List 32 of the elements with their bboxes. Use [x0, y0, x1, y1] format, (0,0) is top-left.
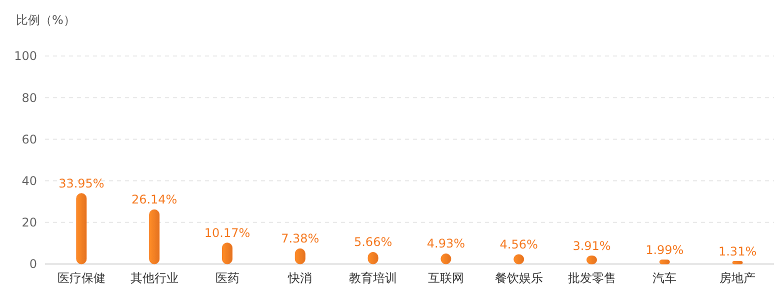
bar	[732, 261, 743, 264]
x-tick-label: 其他行业	[130, 271, 178, 285]
bar	[222, 242, 232, 264]
x-tick-label: 教育培训	[349, 271, 398, 285]
x-tick-label: 医疗保健	[57, 271, 106, 285]
x-tick-label: 医药	[215, 271, 240, 285]
x-tick-label: 房地产	[720, 271, 756, 285]
y-tick-label: 100	[14, 49, 37, 64]
data-label: 5.66%	[354, 235, 392, 250]
data-label: 4.56%	[500, 238, 538, 252]
x-tick-label: 快消	[287, 271, 312, 285]
y-tick-label: 20	[22, 216, 37, 230]
bar	[149, 209, 160, 264]
x-tick-label: 互联网	[428, 271, 464, 285]
x-tick-label: 汽车	[652, 271, 677, 285]
x-tick-label: 餐饮娱乐	[494, 271, 543, 285]
data-label: 10.17%	[204, 226, 250, 240]
y-tick-label: 0	[29, 257, 37, 272]
y-tick-label: 40	[22, 174, 37, 188]
data-label: 33.95%	[58, 176, 104, 190]
data-label: 26.14%	[131, 192, 178, 207]
data-label: 3.91%	[572, 238, 611, 253]
y-tick-label: 80	[22, 90, 37, 105]
data-label: 7.38%	[281, 232, 320, 246]
bar	[76, 193, 87, 264]
y-axis-title: 比例（%）	[16, 13, 76, 27]
data-label: 4.93%	[426, 236, 466, 251]
data-label: 1.31%	[718, 244, 757, 258]
bar	[659, 260, 670, 264]
y-tick-label: 60	[22, 132, 37, 146]
x-tick-label: 批发零售	[568, 271, 616, 285]
data-label: 1.99%	[646, 242, 684, 257]
